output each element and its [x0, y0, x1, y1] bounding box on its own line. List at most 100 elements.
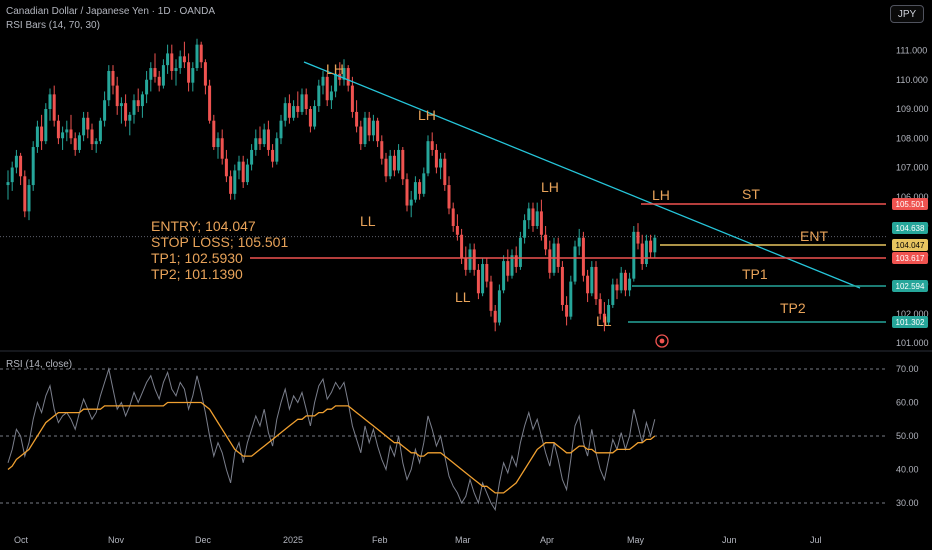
candle-body	[481, 264, 485, 294]
candle-body	[598, 299, 602, 314]
lower-high-label: LH	[652, 187, 670, 203]
tp2-text: TP2; 101.1390	[151, 266, 243, 282]
candle-body	[325, 76, 329, 101]
candle-body	[506, 261, 510, 276]
candle-body	[489, 281, 493, 311]
candle-body	[61, 132, 65, 139]
candle-body	[90, 129, 94, 145]
price-axis-badge	[892, 316, 928, 328]
candle-body	[212, 120, 216, 148]
lower-low-label: LL	[596, 313, 612, 329]
candle-body	[199, 44, 203, 63]
candle-body	[220, 138, 224, 159]
candle-body	[266, 129, 270, 150]
candle-body	[111, 70, 115, 86]
candle-body	[149, 68, 153, 80]
candle-body	[153, 68, 157, 77]
candle-body	[262, 129, 266, 145]
candle-body	[140, 94, 144, 107]
candle-body	[644, 240, 648, 265]
candle-body	[31, 147, 35, 186]
time-axis-tick: Mar	[455, 535, 471, 545]
candle-body	[367, 117, 371, 136]
candle-body	[539, 211, 543, 235]
candle-body	[577, 237, 581, 247]
time-axis-tick: Dec	[195, 535, 212, 545]
candle-body	[119, 103, 123, 107]
candle-body	[615, 284, 619, 291]
candle-body	[174, 68, 178, 71]
candle-body	[6, 182, 10, 186]
st-label: 105.501	[896, 200, 925, 209]
candle-body	[128, 114, 132, 121]
candle-body	[279, 120, 283, 139]
rsi-pane-label[interactable]: RSI (14, close)	[6, 359, 73, 370]
candle-body	[308, 109, 312, 127]
candle-body	[464, 258, 468, 270]
candle-body	[48, 94, 52, 109]
candle-body	[346, 68, 350, 86]
candle-body	[359, 126, 363, 145]
candle-body	[355, 111, 359, 127]
candle-body	[350, 85, 354, 112]
candle-body	[586, 275, 590, 294]
price-axis-badge	[892, 252, 928, 264]
candle-body	[376, 120, 380, 142]
candle-body	[472, 249, 476, 270]
candle-body	[245, 164, 249, 183]
candle-body	[65, 129, 69, 133]
candle-body	[124, 103, 128, 121]
candle-body	[430, 141, 434, 150]
candle-body	[560, 266, 564, 305]
candle-body	[287, 103, 291, 118]
candle-body	[392, 155, 396, 171]
rsi-axis-tick: 40.00	[896, 465, 919, 475]
candle-body	[342, 68, 346, 80]
entry-text: ENTRY; 104.047	[151, 218, 256, 234]
candle-body	[229, 176, 233, 194]
candle-body	[77, 135, 81, 150]
candle-body	[623, 272, 627, 291]
candle-body	[44, 109, 48, 142]
candle-body	[611, 284, 615, 305]
candle-body	[233, 170, 237, 194]
candle-body	[241, 161, 245, 183]
tp2-label: 101.302	[896, 318, 925, 327]
time-axis-tick: Apr	[540, 535, 554, 545]
time-axis-tick: 2025	[283, 535, 303, 545]
price-axis-tick: 109.000	[896, 104, 929, 114]
candle-body	[502, 261, 506, 291]
candle-body	[14, 155, 18, 168]
rsi-axis-tick: 50.00	[896, 431, 919, 441]
candle-body	[250, 149, 254, 165]
candle-body	[317, 85, 321, 107]
price-axis-tick: 111.000	[896, 46, 927, 56]
currency-button[interactable]: JPY	[890, 5, 924, 23]
lower-low-label: LL	[455, 289, 471, 305]
candle-body	[485, 264, 489, 282]
candle-body	[329, 91, 333, 101]
candle-body	[371, 120, 375, 136]
candle-body	[161, 65, 165, 86]
candle-body	[275, 138, 279, 162]
rsi-bars-indicator-label[interactable]: RSI Bars (14, 70, 30)	[6, 20, 100, 31]
rsi-axis-tick: 70.00	[896, 364, 919, 374]
candle-body	[632, 231, 636, 279]
candle-body	[388, 155, 392, 177]
lower-high-label: LH	[418, 107, 436, 123]
price-axis-badge	[892, 198, 928, 210]
candle-body	[497, 290, 501, 323]
price-axis-tick: 107.000	[896, 163, 929, 173]
candle-body	[10, 167, 14, 183]
price-axis-tick: 101.000	[896, 338, 929, 348]
candle-body	[460, 234, 464, 259]
lower-high-label: LH	[326, 61, 344, 77]
price-axis-tick: 110.000	[896, 75, 928, 85]
candle-body	[548, 249, 552, 273]
price-axis-badge	[892, 239, 928, 251]
candle-body	[581, 237, 585, 276]
candle-body	[527, 208, 531, 221]
candle-body	[493, 310, 497, 323]
lower-high-label: LH	[541, 179, 559, 195]
rsi-ma-line	[7, 401, 656, 494]
